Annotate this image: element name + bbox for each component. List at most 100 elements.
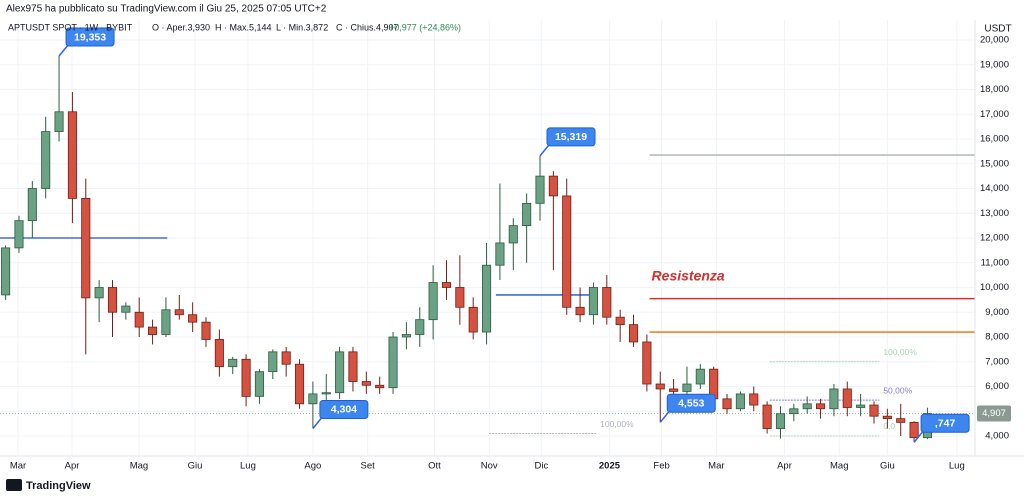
- candle-body: [856, 404, 866, 408]
- fib-label: 100,00%: [600, 419, 634, 429]
- candle-body: [735, 393, 745, 410]
- annotation-label: 19,353: [74, 31, 106, 43]
- candle-body: [188, 314, 198, 323]
- candle-body: [161, 309, 171, 335]
- candle-body: [268, 351, 278, 373]
- x-tick-label: Apr: [777, 461, 792, 472]
- candle-body: [1, 247, 11, 296]
- candle-body: [54, 111, 64, 132]
- candle-body: [789, 408, 799, 415]
- fib-label: 50,00%: [883, 385, 912, 395]
- candle-body: [816, 403, 826, 410]
- y-tick-label: 11,000: [981, 257, 1009, 268]
- x-tick-label: Feb: [653, 461, 669, 472]
- candle-body: [228, 358, 238, 368]
- candle-body: [548, 175, 558, 197]
- annotation-box: [666, 393, 716, 413]
- level-label: Resistenza: [652, 267, 725, 283]
- annotation-pointer: [312, 416, 323, 429]
- annotation-label: 4,304: [331, 404, 357, 416]
- candle-body: [415, 319, 425, 335]
- candle-body: [41, 131, 51, 189]
- annotation-pointer: [913, 430, 924, 443]
- last-price-label: 4,907: [982, 408, 1006, 419]
- candle-body: [669, 388, 679, 392]
- x-tick-label: Giu: [880, 461, 895, 472]
- candle-body: [174, 309, 184, 316]
- author-line: Alex975 ha pubblicato su TradingView.com…: [6, 4, 327, 15]
- x-tick-label: Nov: [481, 461, 498, 472]
- candle-body: [375, 384, 385, 389]
- annotation-label: 4,553: [678, 398, 704, 410]
- last-price-tag: [977, 405, 1011, 422]
- y-tick-label: 18,000: [980, 84, 1009, 95]
- candle-body: [628, 324, 639, 343]
- candle-body: [869, 404, 879, 417]
- ohlc-close: C · Chius.4,907: [336, 22, 399, 32]
- candle-body: [535, 175, 545, 204]
- x-tick-label: Lug: [240, 461, 256, 472]
- candle-body: [428, 282, 438, 321]
- x-tick-label: Ott: [428, 461, 441, 472]
- candle-body: [882, 415, 892, 420]
- plot: Resistenza 100,00% 100,00% 50,00% 0,0 19,353 1…: [0, 27, 975, 443]
- candle-body: [201, 321, 211, 340]
- candle-body: [94, 287, 104, 299]
- symbol: APTUSDT SPOT · 1W · BYBIT: [8, 22, 133, 32]
- y-tick-label: 16,000: [980, 134, 1009, 145]
- candle-body: [482, 264, 492, 333]
- candle-body: [294, 363, 305, 405]
- y-tick-label: 19,000: [980, 59, 1009, 70]
- candle-body: [842, 388, 852, 408]
- candle-body: [909, 421, 919, 439]
- candle-body: [27, 188, 37, 222]
- y-tick-label: 8,000: [985, 332, 1009, 343]
- x-tick-label: Mag: [830, 461, 848, 472]
- annotation-box: [920, 413, 970, 433]
- x-tick-label: 2025: [599, 461, 621, 472]
- footer-logo: TradingView: [26, 480, 91, 492]
- candle-body: [522, 202, 532, 227]
- ohlc-low: L · Min.3,872: [276, 22, 328, 32]
- candle-body: [441, 282, 452, 288]
- x-tick-label: Mag: [130, 461, 148, 472]
- y-tick-label: 20,000: [980, 35, 1009, 46]
- candle-body: [762, 404, 772, 429]
- x-tick-label: Giu: [188, 461, 203, 472]
- candle-body: [655, 383, 665, 390]
- candle-body: [67, 111, 77, 199]
- x-tick-label: Apr: [65, 461, 80, 472]
- candle-body: [107, 287, 118, 313]
- candle-body: [148, 326, 158, 335]
- candle-body: [588, 287, 598, 316]
- candle-body: [642, 341, 652, 385]
- candle-body: [682, 383, 692, 392]
- ohlc-open: O · Aper.3,930: [152, 22, 210, 32]
- annotation-box: [65, 27, 115, 47]
- y-tick-label: 12,000: [980, 233, 1009, 244]
- candle-body: [281, 351, 291, 365]
- y-tick-label: 10,000: [980, 282, 1009, 293]
- x-tick-label: Mar: [10, 461, 26, 472]
- y-tick-label: 9,000: [985, 307, 1009, 318]
- candle-body: [896, 418, 906, 423]
- annotation-box: [546, 127, 596, 147]
- candle-body: [468, 306, 478, 333]
- candle-body: [455, 287, 465, 308]
- y-tick-label: 14,000: [980, 183, 1009, 194]
- annotation-label: ,747: [935, 418, 956, 430]
- candle-body: [722, 398, 732, 410]
- candle-body: [562, 195, 572, 308]
- candle-body: [361, 381, 371, 386]
- x-tick-label: Ago: [304, 461, 321, 472]
- x-tick-label: Set: [361, 461, 376, 472]
- candle-body: [508, 225, 518, 244]
- y-tick-label: 13,000: [980, 208, 1009, 219]
- x-tick-label: Lug: [949, 461, 965, 472]
- ohlc-change: +0,977 (+24,86%): [389, 22, 461, 32]
- candle-body: [495, 242, 505, 266]
- annotation-pointer: [659, 410, 670, 423]
- candle-body: [829, 388, 839, 410]
- candle-body: [121, 305, 131, 313]
- candle-body: [134, 311, 144, 328]
